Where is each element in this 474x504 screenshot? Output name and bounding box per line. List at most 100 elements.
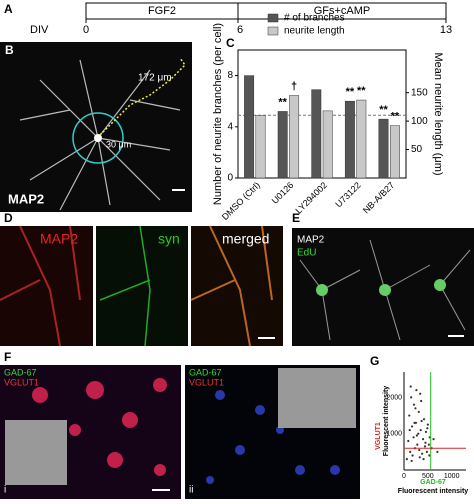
point bbox=[408, 428, 411, 432]
x-tick-label: DMSO (Ctrl) bbox=[220, 180, 262, 222]
point bbox=[412, 403, 416, 406]
nucleus bbox=[434, 279, 446, 291]
y-axis-title: Number of neurite branches (per cell) bbox=[212, 23, 224, 205]
point bbox=[413, 421, 416, 424]
significance-marker: ** bbox=[391, 111, 400, 123]
point bbox=[415, 434, 418, 437]
length-label: 172 μm bbox=[138, 73, 172, 84]
plot-frame bbox=[237, 49, 407, 179]
soma bbox=[94, 134, 102, 142]
bar bbox=[322, 110, 333, 179]
cells bbox=[32, 378, 167, 476]
y-tick-label: 1000 bbox=[386, 431, 402, 438]
point bbox=[419, 428, 422, 432]
point bbox=[418, 448, 421, 452]
point bbox=[416, 443, 419, 446]
bar bbox=[356, 99, 367, 179]
point bbox=[423, 445, 427, 448]
significance-marker: ** bbox=[346, 86, 355, 98]
channel-label: merged bbox=[222, 231, 269, 247]
legend-swatch bbox=[267, 26, 279, 36]
point bbox=[425, 450, 428, 453]
neurite bbox=[190, 225, 273, 347]
y-axis-title: Fluorescent intensity bbox=[383, 386, 390, 457]
point bbox=[411, 425, 414, 428]
bar bbox=[255, 115, 266, 179]
point bbox=[405, 458, 408, 461]
bar bbox=[389, 125, 400, 179]
y2-tick-label: 150 bbox=[411, 87, 428, 98]
stain-label: VGLUT1 bbox=[189, 377, 224, 387]
point bbox=[420, 419, 423, 423]
y2-axis-title: Mean neurite length (μm) bbox=[432, 52, 444, 175]
stain-label: GAD-67 bbox=[189, 367, 222, 377]
x-tick-label: 1000 bbox=[444, 473, 460, 480]
bar bbox=[344, 100, 355, 179]
timeline-axis-label: DIV bbox=[30, 24, 49, 36]
point bbox=[410, 396, 413, 399]
bar bbox=[277, 111, 288, 179]
phase-inset bbox=[5, 420, 67, 485]
point bbox=[432, 438, 435, 441]
point bbox=[409, 385, 412, 388]
point bbox=[421, 438, 425, 441]
significance-marker: ** bbox=[379, 104, 388, 116]
micrograph bbox=[191, 226, 283, 346]
radius-label: 30 μm bbox=[106, 139, 131, 149]
bar bbox=[289, 95, 300, 179]
significance-marker: † bbox=[291, 80, 297, 92]
point bbox=[426, 423, 429, 426]
subpanel-label: i bbox=[4, 485, 6, 496]
legend-swatch bbox=[267, 13, 279, 23]
point bbox=[408, 414, 411, 417]
point bbox=[419, 392, 422, 395]
point bbox=[424, 441, 427, 444]
point bbox=[407, 439, 410, 443]
point bbox=[411, 454, 414, 457]
legend-label: # of branches bbox=[284, 13, 345, 24]
panel-label: B bbox=[5, 43, 14, 57]
point bbox=[409, 450, 412, 453]
timeline-tick-label: 13 bbox=[440, 24, 452, 36]
point bbox=[414, 407, 417, 410]
channel-label: syn bbox=[158, 231, 180, 247]
point bbox=[412, 436, 415, 439]
phase-label: GFs+cAMP bbox=[314, 5, 371, 17]
stain-label: EdU bbox=[297, 248, 316, 259]
point bbox=[436, 450, 439, 453]
point bbox=[427, 443, 430, 446]
x-axis-prefix: GAD-67 bbox=[420, 479, 446, 486]
neuron bbox=[19, 59, 181, 211]
bar bbox=[244, 75, 255, 179]
point bbox=[417, 432, 420, 435]
significance-marker: ** bbox=[278, 96, 287, 108]
y-tick-label: 0 bbox=[227, 173, 233, 184]
phase-inset bbox=[278, 368, 356, 428]
point bbox=[428, 454, 431, 457]
neurite bbox=[99, 225, 151, 347]
panel-label: F bbox=[4, 350, 11, 364]
nucleus bbox=[316, 284, 328, 296]
point bbox=[410, 459, 413, 463]
phase-box bbox=[237, 2, 447, 20]
stain-label: MAP2 bbox=[297, 235, 325, 246]
panel-label: A bbox=[4, 2, 13, 16]
x-tick-label: 0 bbox=[402, 473, 406, 480]
point bbox=[415, 389, 418, 392]
point bbox=[418, 456, 421, 459]
bar bbox=[311, 89, 322, 179]
x-tick-label: NB-A/B27 bbox=[361, 180, 396, 215]
panel-label: D bbox=[4, 211, 13, 225]
micrograph bbox=[96, 226, 188, 346]
subpanel-label: ii bbox=[189, 485, 193, 496]
y-axis-prefix: VGLUT1 bbox=[375, 422, 382, 450]
y-tick-label: 4 bbox=[227, 121, 233, 132]
point bbox=[420, 399, 423, 403]
bar bbox=[378, 118, 389, 179]
stain-label: GAD-67 bbox=[4, 367, 37, 377]
y2-tick-label: 100 bbox=[411, 116, 428, 127]
y2-tick-label: 50 bbox=[411, 144, 423, 155]
x-tick-label: 500 bbox=[422, 473, 434, 480]
